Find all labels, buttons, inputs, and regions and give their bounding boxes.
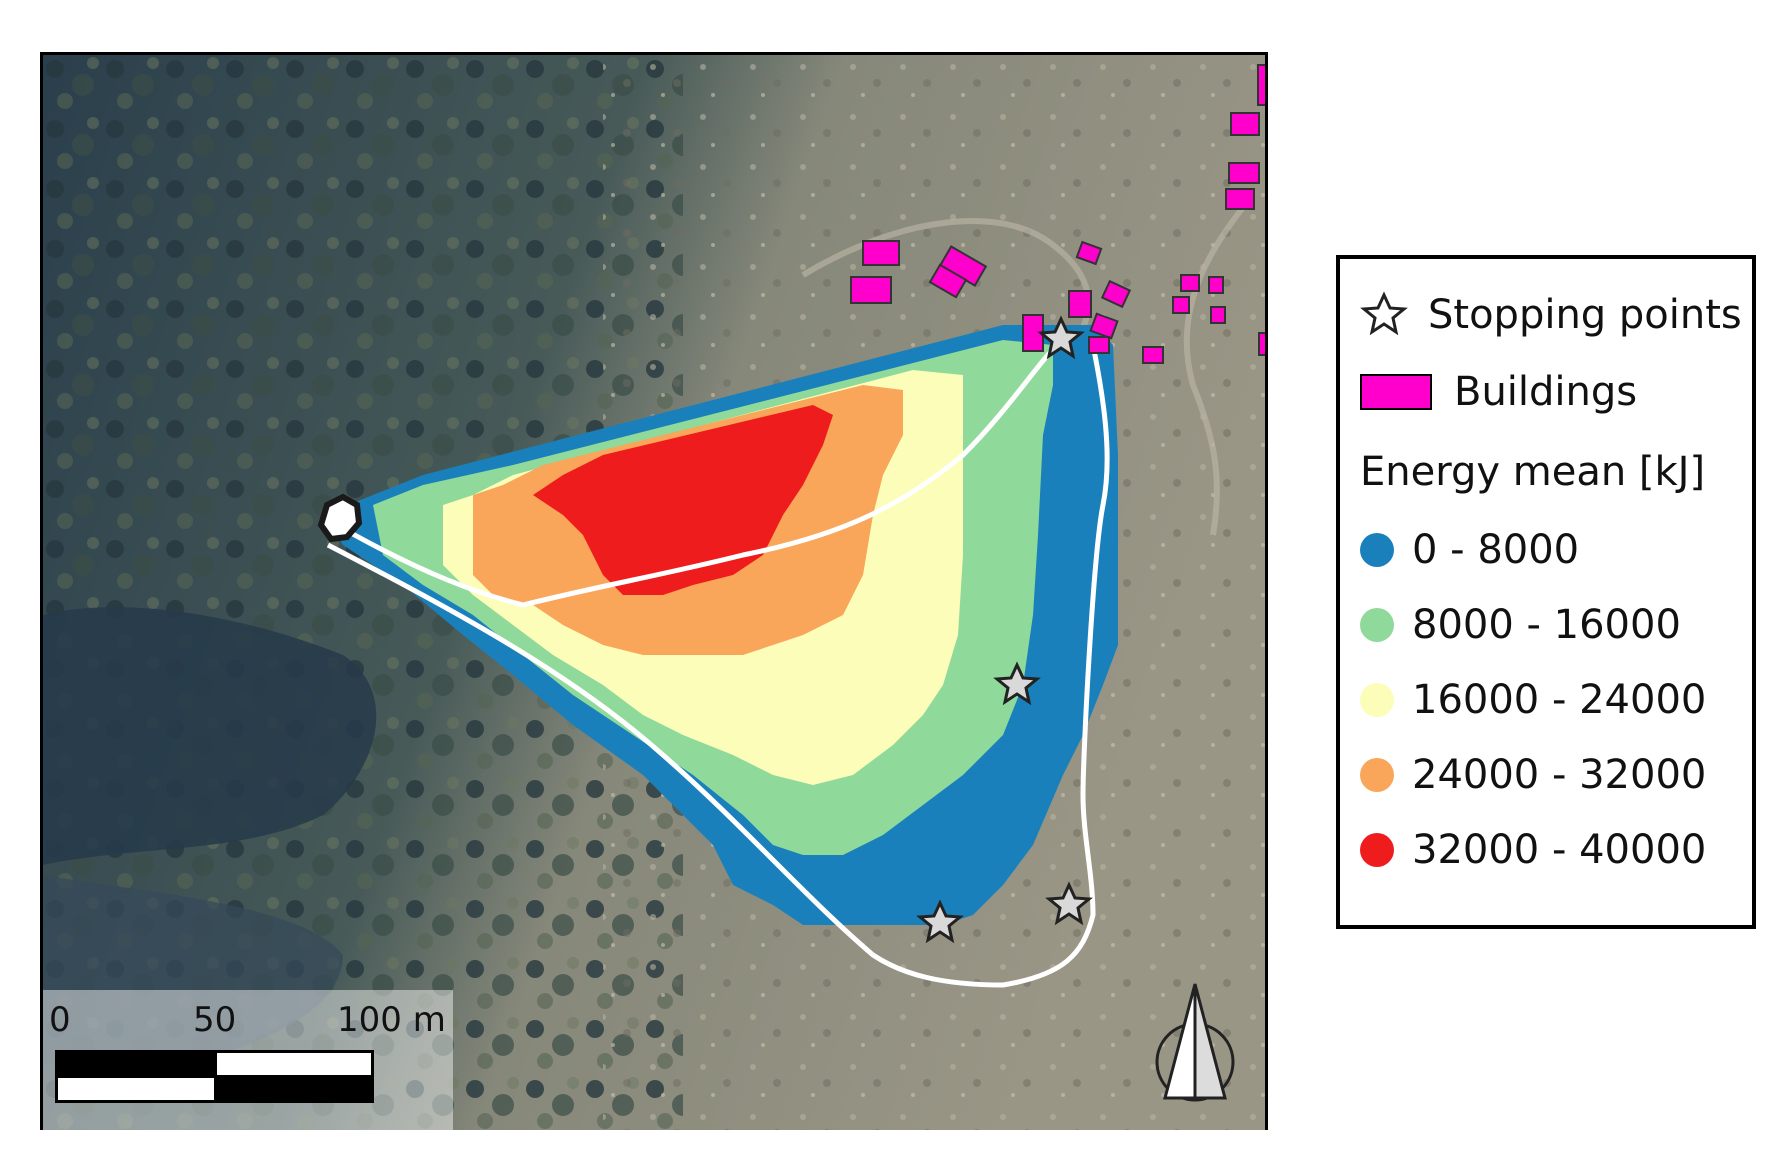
- north-arrow-icon: [1155, 983, 1235, 1102]
- aerial-map: [43, 55, 1265, 1130]
- scale-segment: [55, 1075, 217, 1103]
- shadow-area-south: [43, 875, 343, 1065]
- energy-zones: [323, 325, 1118, 925]
- star-icon: [1045, 881, 1093, 926]
- star-icon: [1037, 315, 1085, 360]
- legend-class-label: 16000 - 24000: [1412, 677, 1707, 723]
- legend-class: 16000 - 24000: [1360, 677, 1706, 723]
- star-icon: [1360, 291, 1408, 336]
- legend-title: Energy mean [kJ]: [1360, 449, 1706, 495]
- class-swatch: [1360, 833, 1394, 867]
- scale-label-100: 100 m: [337, 1000, 446, 1040]
- class-swatch: [1360, 758, 1394, 792]
- legend-stopping-points: Stopping points: [1360, 291, 1742, 339]
- scale-segment: [214, 1050, 374, 1078]
- star-icon: [993, 661, 1041, 706]
- trajectories: [326, 338, 1110, 988]
- legend-class-label: 24000 - 32000: [1412, 752, 1707, 798]
- legend-class-label: 0 - 8000: [1412, 527, 1580, 573]
- building-swatch: [1360, 374, 1432, 410]
- legend-class: 8000 - 16000: [1360, 602, 1681, 648]
- release-point-icon: [317, 493, 363, 543]
- legend-class-label: 8000 - 16000: [1412, 602, 1681, 648]
- scale-label-50: 50: [193, 1000, 237, 1040]
- scale-label-0: 0: [49, 1000, 71, 1040]
- class-swatch: [1360, 533, 1394, 567]
- scale-bar: 0 50 100 m: [43, 990, 453, 1130]
- road: [1183, 193, 1256, 536]
- legend-class: 0 - 8000: [1360, 527, 1579, 573]
- legend-label: Stopping points: [1428, 292, 1742, 338]
- class-swatch: [1360, 683, 1394, 717]
- star-icon: [916, 899, 964, 944]
- stopping-points: [916, 315, 1093, 944]
- buildings: [850, 64, 1265, 364]
- legend-energy-title: Energy mean [kJ]: [1360, 449, 1705, 495]
- legend-buildings: Buildings: [1360, 369, 1637, 415]
- class-swatch: [1360, 608, 1394, 642]
- legend: Stopping points Buildings Energy mean [k…: [1336, 255, 1756, 929]
- scale-segment: [55, 1050, 217, 1078]
- legend-class-label: 32000 - 40000: [1412, 827, 1707, 873]
- shadow-area: [43, 607, 377, 865]
- scale-segment: [214, 1075, 374, 1103]
- legend-label: Buildings: [1454, 369, 1638, 415]
- legend-class: 32000 - 40000: [1360, 827, 1706, 873]
- legend-class: 24000 - 32000: [1360, 752, 1706, 798]
- map-frame: 0 50 100 m: [40, 52, 1268, 1130]
